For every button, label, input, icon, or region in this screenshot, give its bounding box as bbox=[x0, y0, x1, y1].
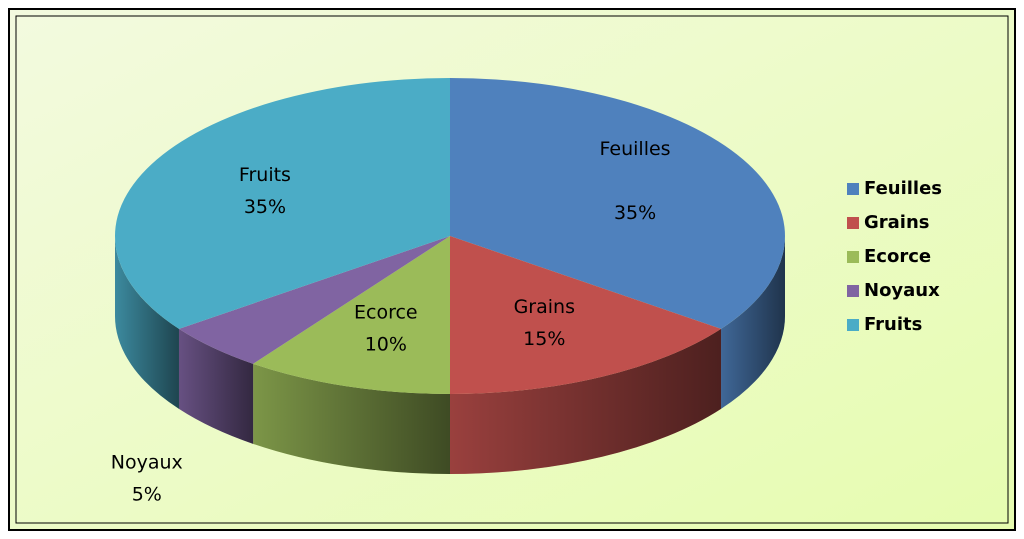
data-label-name: Feuilles bbox=[600, 138, 671, 160]
legend-label: Noyaux bbox=[864, 280, 940, 301]
legend-label: Grains bbox=[864, 212, 930, 233]
legend-swatch bbox=[847, 285, 859, 297]
slice bbox=[253, 236, 450, 394]
data-label-value: 35% bbox=[244, 196, 286, 218]
slice bbox=[178, 236, 450, 364]
data-label-name: Grains bbox=[514, 296, 575, 318]
legend-swatch bbox=[847, 319, 859, 331]
legend-swatch bbox=[847, 183, 859, 195]
legend-label: Ecorce bbox=[864, 246, 931, 267]
slice-side-shade bbox=[178, 328, 254, 444]
data-label-name: Ecorce bbox=[354, 302, 418, 324]
plot-frame bbox=[15, 15, 1009, 524]
slice-side-shade bbox=[253, 363, 450, 474]
legend-label: Fruits bbox=[864, 314, 922, 335]
legend-swatch bbox=[847, 251, 859, 263]
slice bbox=[115, 78, 451, 329]
legend-swatch bbox=[847, 217, 859, 229]
slice-side-shade bbox=[721, 236, 785, 409]
data-label-name: Noyaux bbox=[111, 452, 183, 474]
slice bbox=[450, 236, 722, 394]
slice bbox=[450, 78, 785, 329]
data-label-name: Fruits bbox=[239, 164, 291, 186]
data-label-value: 5% bbox=[132, 484, 162, 506]
slice-side-shade bbox=[115, 236, 179, 409]
data-label-value: 15% bbox=[523, 328, 565, 350]
data-label-value: 35% bbox=[614, 202, 656, 224]
data-label-value: 10% bbox=[365, 334, 407, 356]
slice-side-shade bbox=[450, 328, 722, 474]
legend-label: Feuilles bbox=[864, 178, 942, 199]
